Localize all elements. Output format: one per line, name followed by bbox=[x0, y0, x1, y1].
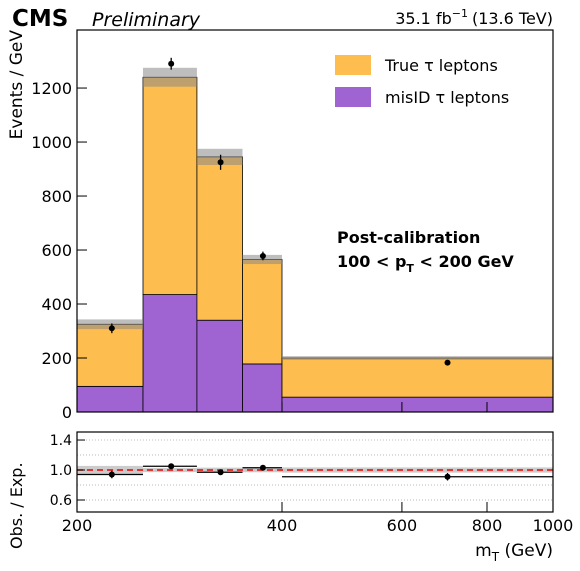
obs-point bbox=[444, 359, 451, 366]
stack-bar bbox=[196, 156, 243, 321]
y-tick-label: 0 bbox=[62, 403, 72, 422]
lumi-value: 35.1 fb bbox=[395, 9, 452, 28]
stack-bar bbox=[76, 323, 144, 387]
legend-label: True τ leptons bbox=[384, 56, 498, 75]
y-tick-label: 1000 bbox=[31, 133, 72, 152]
uncertainty-band bbox=[242, 254, 283, 265]
annotation-2a: 100 < p bbox=[337, 252, 406, 271]
obs-point bbox=[168, 60, 175, 67]
main-frame bbox=[76, 29, 554, 413]
x-label: mT (GeV) bbox=[475, 541, 553, 564]
obs-point bbox=[259, 252, 266, 259]
annotation-1: Post-calibration bbox=[337, 228, 480, 247]
y-tick-label: 1200 bbox=[31, 79, 72, 98]
x-label-unit: (GeV) bbox=[499, 541, 553, 561]
lumi-sup: −1 bbox=[452, 7, 468, 20]
x-tick-label: 600 bbox=[387, 516, 418, 535]
y-tick-label: 400 bbox=[41, 295, 72, 314]
y-tick-label: 600 bbox=[41, 241, 72, 260]
stack-bar bbox=[242, 363, 283, 413]
y-label: Events / GeV bbox=[7, 30, 27, 140]
ratio-y-tick-label: 1.4 bbox=[50, 433, 72, 449]
stack-bar bbox=[142, 294, 198, 413]
stack-bar bbox=[242, 259, 283, 365]
ratio-frame bbox=[76, 431, 554, 513]
annotation-2-sub: T bbox=[406, 262, 414, 275]
stack-bar bbox=[196, 319, 243, 413]
obs-point bbox=[217, 159, 224, 166]
legend-swatch bbox=[335, 55, 371, 75]
annotation-2b: < 200 GeV bbox=[414, 252, 515, 271]
annotation-2: 100 < pT < 200 GeV bbox=[337, 252, 514, 275]
obs-point bbox=[108, 325, 115, 332]
ratio-y-label: Obs. / Exp. bbox=[7, 462, 26, 549]
ratio-y-tick-label: 1.0 bbox=[50, 463, 72, 479]
ratio-point bbox=[217, 469, 224, 476]
y-tick-label: 800 bbox=[41, 187, 72, 206]
x-tick-label: 200 bbox=[62, 516, 93, 535]
x-tick-label: 400 bbox=[267, 516, 298, 535]
uncertainty-band bbox=[196, 148, 243, 165]
lumi: 35.1 fb−1 (13.6 TeV) bbox=[395, 7, 553, 28]
ratio-point bbox=[259, 464, 266, 471]
y-tick-label: 200 bbox=[41, 349, 72, 368]
legend-swatch bbox=[335, 87, 371, 107]
stack-bar bbox=[281, 396, 554, 413]
legend-label: misID τ leptons bbox=[385, 88, 509, 107]
ratio-y-tick-label: 0.6 bbox=[50, 493, 72, 509]
x-label-sub: T bbox=[491, 550, 500, 564]
ratio-point bbox=[108, 471, 115, 478]
ratio-point bbox=[444, 473, 451, 480]
x-tick-label: 800 bbox=[472, 516, 503, 535]
lumi-energy: (13.6 TeV) bbox=[472, 9, 553, 28]
stack-bar bbox=[76, 385, 144, 413]
stack-bar bbox=[281, 357, 554, 398]
x-tick-label: 1000 bbox=[533, 516, 574, 535]
uncertainty-band bbox=[142, 67, 197, 87]
ratio-point bbox=[168, 463, 175, 470]
preliminary-label: Preliminary bbox=[92, 9, 201, 31]
cms-label: CMS bbox=[12, 6, 68, 32]
uncertainty-band bbox=[77, 319, 143, 330]
stack-bar bbox=[142, 76, 198, 295]
uncertainty-band bbox=[282, 356, 553, 360]
x-label-main: m bbox=[475, 541, 492, 561]
